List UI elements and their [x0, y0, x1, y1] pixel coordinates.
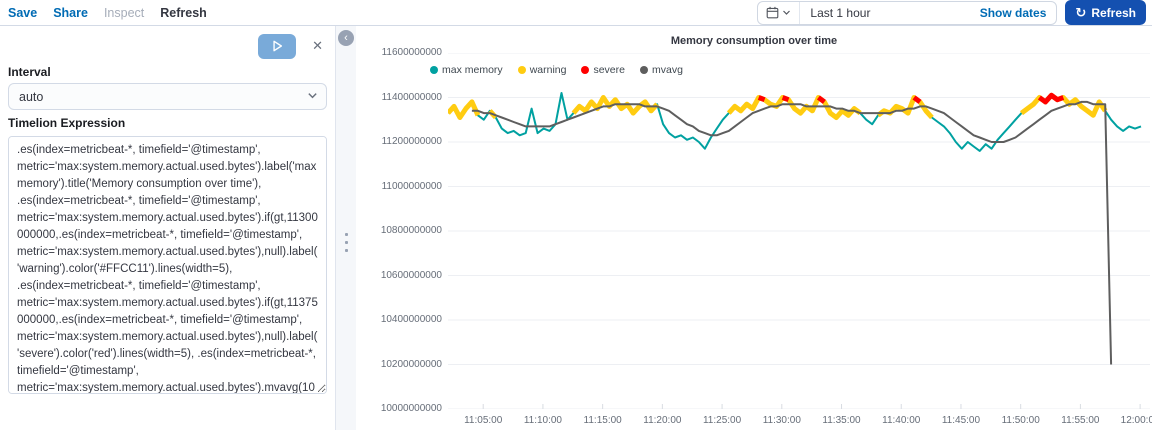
- calendar-icon: [767, 6, 779, 19]
- share-button[interactable]: Share: [53, 5, 88, 20]
- refresh-button-label: Refresh: [1091, 5, 1136, 20]
- legend-item: severe: [581, 64, 625, 76]
- x-tick-label: 11:40:00: [882, 415, 921, 426]
- legend-item: max memory: [430, 64, 503, 76]
- y-tick-label: 10400000000: [380, 314, 442, 325]
- y-tick-label: 11200000000: [381, 136, 442, 147]
- inspect-button: Inspect: [103, 5, 145, 20]
- chevron-down-icon: [783, 10, 791, 15]
- chart-title: Memory consumption over time: [670, 35, 838, 47]
- x-tick-label: 11:55:00: [1061, 415, 1100, 426]
- chevron-left-icon: ‹: [344, 32, 348, 44]
- legend-item: mvavg: [639, 64, 683, 76]
- expression-label: Timelion Expression: [8, 116, 126, 130]
- main-content: ✕ Interval auto Timelion Expression .es(…: [0, 26, 1152, 430]
- play-icon: [272, 40, 282, 52]
- x-tick-label: 11:30:00: [762, 415, 801, 426]
- legend-label: max memory: [442, 64, 503, 76]
- show-dates-link[interactable]: Show dates: [979, 5, 1047, 20]
- y-tick-label: 11600000000: [381, 47, 442, 58]
- y-tick-label: 10800000000: [380, 225, 442, 236]
- date-quick-select-button[interactable]: [758, 1, 801, 24]
- refresh-menu-button[interactable]: Refresh: [160, 5, 207, 20]
- timelion-editor-panel: ✕ Interval auto Timelion Expression .es(…: [0, 26, 336, 430]
- x-tick-label: 12:00:00: [1120, 415, 1152, 426]
- super-date-picker: Last 1 hour Show dates: [757, 0, 1058, 25]
- time-range-value[interactable]: Last 1 hour: [810, 5, 871, 20]
- x-tick-label: 11:35:00: [822, 415, 861, 426]
- x-tick-label: 11:20:00: [643, 415, 682, 426]
- x-tick-label: 11:45:00: [941, 415, 981, 426]
- collapse-panel-button[interactable]: ‹: [338, 30, 354, 46]
- y-tick-label: 11400000000: [381, 91, 442, 103]
- chart-legend: max memory warning severe mvavg: [430, 64, 683, 76]
- editor-toolbar: ✕: [8, 33, 327, 59]
- refresh-button[interactable]: ↻ Refresh: [1065, 0, 1146, 25]
- refresh-icon: ↻: [1075, 5, 1087, 20]
- time-picker-group: Last 1 hour Show dates ↻ Refresh: [757, 0, 1146, 25]
- x-tick-label: 11:25:00: [702, 415, 742, 426]
- y-tick-label: 10200000000: [380, 358, 442, 370]
- chart-pane: Memory consumption over time max memory …: [356, 26, 1152, 430]
- legend-label: warning: [529, 64, 567, 76]
- save-button[interactable]: Save: [8, 5, 38, 20]
- resize-handle[interactable]: [336, 222, 356, 262]
- legend-dot: [430, 66, 438, 74]
- chevron-down-icon: [307, 90, 318, 104]
- x-tick-label: 11:50:00: [1001, 415, 1040, 426]
- legend-item: warning: [517, 64, 567, 76]
- run-expression-button[interactable]: [258, 33, 297, 59]
- chart-plot-svg[interactable]: [448, 53, 1150, 409]
- legend-dot: [517, 66, 526, 74]
- top-menu: Save Share Inspect Refresh: [8, 6, 207, 20]
- x-tick-label: 11:15:00: [583, 415, 622, 426]
- y-tick-label: 11000000000: [381, 180, 442, 192]
- interval-select[interactable]: auto: [8, 83, 327, 110]
- legend-label: mvavg: [651, 64, 683, 76]
- interval-label: Interval: [8, 65, 51, 79]
- interval-value: auto: [19, 89, 44, 104]
- legend-dot: [639, 66, 648, 74]
- legend-label: severe: [593, 64, 625, 76]
- x-tick-label: 11:10:00: [523, 415, 562, 426]
- y-tick-label: 10000000000: [380, 403, 442, 414]
- panel-resizer-gutter: ‹: [336, 26, 356, 430]
- timelion-expression-input[interactable]: .es(index=metricbeat-*, timefield='@time…: [8, 136, 327, 394]
- x-tick-label: 11:05:00: [464, 415, 503, 426]
- top-bar: Save Share Inspect Refresh Last 1 hour S…: [0, 0, 1152, 26]
- y-tick-label: 10600000000: [380, 269, 442, 281]
- legend-dot: [581, 66, 590, 74]
- close-icon[interactable]: ✕: [308, 36, 327, 56]
